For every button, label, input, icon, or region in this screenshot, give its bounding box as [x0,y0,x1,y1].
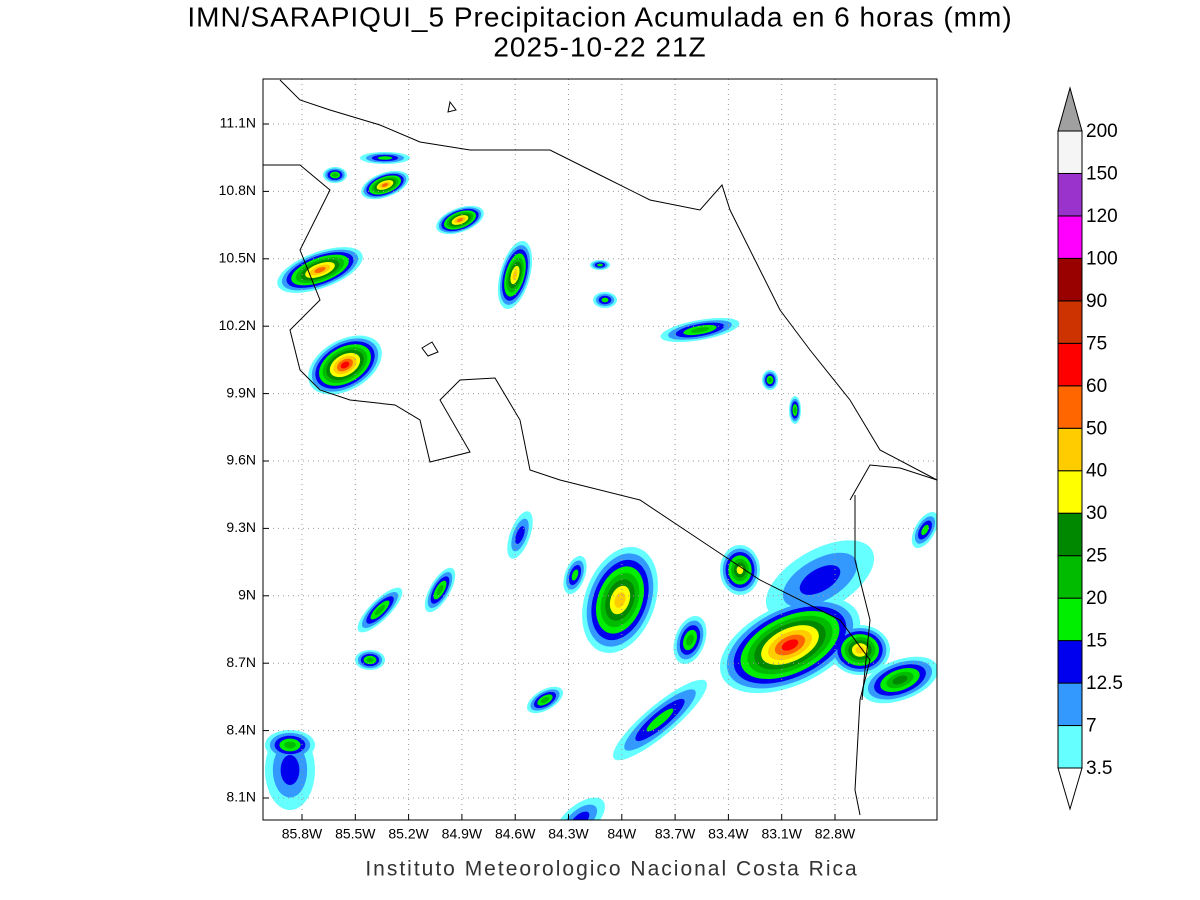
colorbar-box [1057,427,1083,472]
lon-label: 84W [607,826,637,842]
colorbar: 3.5 7 12.5 15 20 25 30 40 50 60 75 90 100 120 150 200 [1057,86,1123,811]
rain-contour [540,696,550,704]
colorbar-box [1057,640,1083,684]
colorbar-label: 90 [1086,291,1107,312]
grid: 85.8W 85.5W 85.2W 84.9W 84.6W 84.3W 84W 83.7W 83… [219,79,937,842]
rain-contour [366,657,374,663]
colorbar-box [1057,172,1083,217]
lat-label: 9.6N [226,452,256,468]
colorbar-label: 60 [1086,376,1107,397]
colorbar-box [1057,257,1083,302]
colorbar-box [1057,725,1083,769]
colorbar-box [1057,300,1083,344]
border [849,464,937,701]
rain-contour [921,524,929,536]
caribbean-coast [279,79,937,481]
map-frame [262,78,938,821]
colorbar-label: 50 [1086,418,1107,439]
rain-contour [601,297,609,303]
lon-label: 83.7W [655,826,696,842]
colorbar-over [1057,86,1083,132]
coastlines [263,79,937,816]
lat-label: 10.2N [219,317,256,333]
lat-label: 10.5N [219,250,256,266]
colorbar-box [1057,682,1083,727]
colorbar-label: 25 [1086,546,1107,567]
colorbar-box [1057,215,1083,259]
rain-contour [646,708,674,732]
lat-label: 9.3N [226,519,256,535]
colorbar-label: 100 [1086,248,1118,269]
colorbar-label: 150 [1086,163,1118,184]
rain-contour [314,267,326,273]
colorbar-box [1057,130,1083,174]
colorbar-label: 200 [1086,121,1118,142]
rain-contour [799,565,841,595]
colorbar-box [1057,342,1083,387]
rain-contour [614,592,626,608]
colorbar-box [1057,385,1083,429]
rain-contour [597,263,603,267]
rain-contour [570,811,590,820]
colorbar-label: 3.5 [1086,758,1112,779]
lat-label: 8.7N [226,654,256,670]
lon-label: 84.3W [548,826,589,842]
rain-contour [284,741,296,749]
colorbar-label: 20 [1086,588,1107,609]
lon-label: 84.9W [442,826,483,842]
rain-contour [280,755,300,785]
rain-contour [855,646,865,654]
rain-contour [436,584,444,596]
colorbar-label: 120 [1086,206,1118,227]
lon-label: 83.1W [761,826,802,842]
rain-contour [340,361,350,369]
lon-label: 84.6W [495,826,536,842]
map-title: IMN/SARAPIQUI_5 Precipitacion Acumulada … [187,1,1012,32]
rain-contour [571,569,579,581]
rain-contour [793,406,797,414]
lon-label: 85.5W [335,826,376,842]
lat-label: 9.9N [226,384,256,400]
lon-label: 85.2W [388,826,429,842]
lat-label: 8.1N [226,789,256,805]
colorbar-box [1057,597,1083,642]
lat-label: 9N [238,587,256,603]
rain-contour [768,377,772,383]
rain-contour [781,639,799,651]
colorbar-box [1057,555,1083,599]
rain-contour [892,675,908,685]
colorbar-under [1057,767,1083,811]
colorbar-label: 12.5 [1086,673,1123,694]
rain-contour [332,173,338,177]
colorbar-label: 40 [1086,461,1107,482]
island [421,100,457,357]
rain-contour [690,327,710,333]
lat-label: 8.4N [226,721,256,737]
lat-label: 11.1N [220,115,256,131]
colorbar-box [1057,512,1083,557]
map-subtitle: 2025-10-22 21Z [493,31,706,62]
colorbar-label: 30 [1086,503,1107,524]
rain-contour [686,634,694,646]
pacific-coast [263,164,871,816]
rain-contour [377,156,393,160]
precipitation-field [265,152,937,820]
rain-contour [515,526,525,544]
colorbar-label: 75 [1086,333,1107,354]
rain-contour [562,804,598,820]
colorbar-label: 15 [1086,631,1107,652]
colorbar-box [1057,470,1083,514]
lon-label: 83.4W [708,826,749,842]
lat-label: 10.8N [219,182,256,198]
rain-contour [374,604,386,616]
footer: Instituto Meteorologico Nacional Costa R… [365,858,858,881]
colorbar-label: 7 [1086,716,1097,737]
rain-contour [381,183,389,187]
lon-label: 82.8W [815,826,856,842]
lon-label: 85.8W [282,826,323,842]
